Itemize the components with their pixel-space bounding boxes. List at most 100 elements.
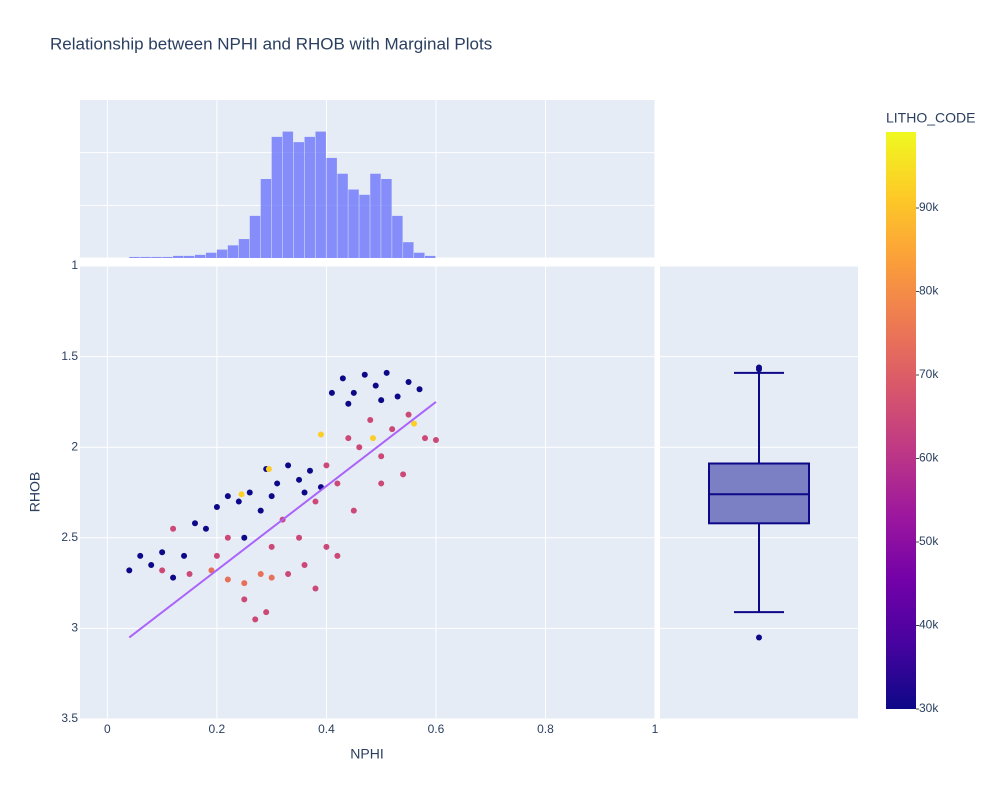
scatter-point [307,467,313,474]
x-tick-label: 0.6 [428,722,445,736]
scatter-point [356,444,363,451]
y-tick-label: 2.5 [61,530,78,544]
scatter-point [369,435,376,442]
scatter-point [238,491,245,498]
scatter-point [350,507,357,514]
x-tick-label: 0.2 [209,722,226,736]
colorbar-tick-label: 60k [919,451,939,465]
scatter-point [350,389,357,396]
scatter-point [301,489,308,496]
colorbar-tick-label: 80k [919,284,939,298]
scatter-point [312,498,319,505]
colorbar-tick-label: 50k [919,534,939,548]
scatter-point [345,435,352,442]
scatter-point [241,580,248,587]
histogram-bar [337,173,348,258]
scatter-point [411,420,418,427]
colorbar-title: LITHO_CODE [886,110,975,126]
scatter-point [367,417,374,424]
scatter-point [170,574,177,581]
scatter-point [268,543,275,550]
histogram-bar [227,245,239,258]
histogram-bar [238,239,250,258]
scatter-point [263,609,270,616]
scatter-point [405,411,412,418]
scatter-point [361,371,368,378]
histogram-bar [249,215,261,258]
scatter-point [378,453,385,460]
scatter-point [328,389,335,396]
scatter-point [265,465,272,472]
histogram-bar [129,256,140,258]
scatter-point [137,552,144,559]
scatter-point [126,567,133,574]
chart-title: Relationship between NPHI and RHOB with … [50,34,492,53]
scatter-point [317,431,324,438]
colorbar-tick-label: 40k [919,618,939,632]
scatter-point [159,567,166,574]
histogram-bar [403,242,414,258]
histogram-bar [282,131,294,258]
plot-background [80,266,655,719]
scatter-point [323,462,330,469]
y-tick-label: 1.5 [61,349,78,363]
scatter-point [432,436,439,443]
histogram-bar [381,179,392,258]
scatter-point [159,549,166,556]
histogram-bar [315,131,326,258]
scatter-point [148,561,155,568]
x-tick-label: 1 [652,722,659,736]
box-outlier [756,634,762,641]
histogram-bar [392,215,403,258]
histogram-bar [195,254,206,258]
scatter-point [378,397,385,404]
scatter-point [334,552,341,559]
scatter-point [257,507,264,514]
scatter-point [246,489,253,496]
scatter-point [202,525,209,532]
scatter-point [186,571,193,578]
colorbar-tick-label: 70k [919,367,939,381]
scatter-point [389,426,396,433]
scatter-point [213,503,220,510]
scatter-point [296,534,303,541]
scatter-point [208,567,215,574]
histogram-bar [162,256,173,258]
histogram-bar [216,249,228,258]
histogram-bar [184,255,195,258]
scatter-point [224,534,231,541]
scatter-point [213,552,220,559]
histogram-bar [370,173,381,258]
box-outlier [756,366,762,373]
y-tick-label: 3 [71,621,78,635]
y-tick-label: 2 [71,439,78,453]
scatter-point [285,462,292,469]
scatter-point [334,480,341,487]
x-tick-label: 0.4 [318,722,335,736]
scatter-point [383,369,390,376]
scatter-point [181,552,188,559]
trendline [128,401,437,639]
scatter-point [422,435,428,442]
scatter-point [339,375,346,382]
histogram-bar [425,255,436,258]
histogram-bar [359,194,370,258]
colorbar [886,132,916,709]
scatter-point [301,561,308,568]
histogram-bar [293,142,305,258]
histogram-bar [348,189,359,258]
scatter-point [257,571,264,578]
scatter-point [241,596,248,603]
histogram-bar [260,179,272,258]
histogram-bar [304,136,315,258]
histogram-bar [205,252,217,258]
histogram-bar [326,157,337,258]
scatter-point [378,480,385,487]
scatter-point [285,571,292,578]
scatter-point [323,543,330,550]
histogram-bar [173,255,184,258]
x-tick-label: 0 [104,722,111,736]
scatter-point [394,393,401,400]
scatter-point [224,576,231,583]
colorbar-tick-label: 90k [919,200,939,214]
